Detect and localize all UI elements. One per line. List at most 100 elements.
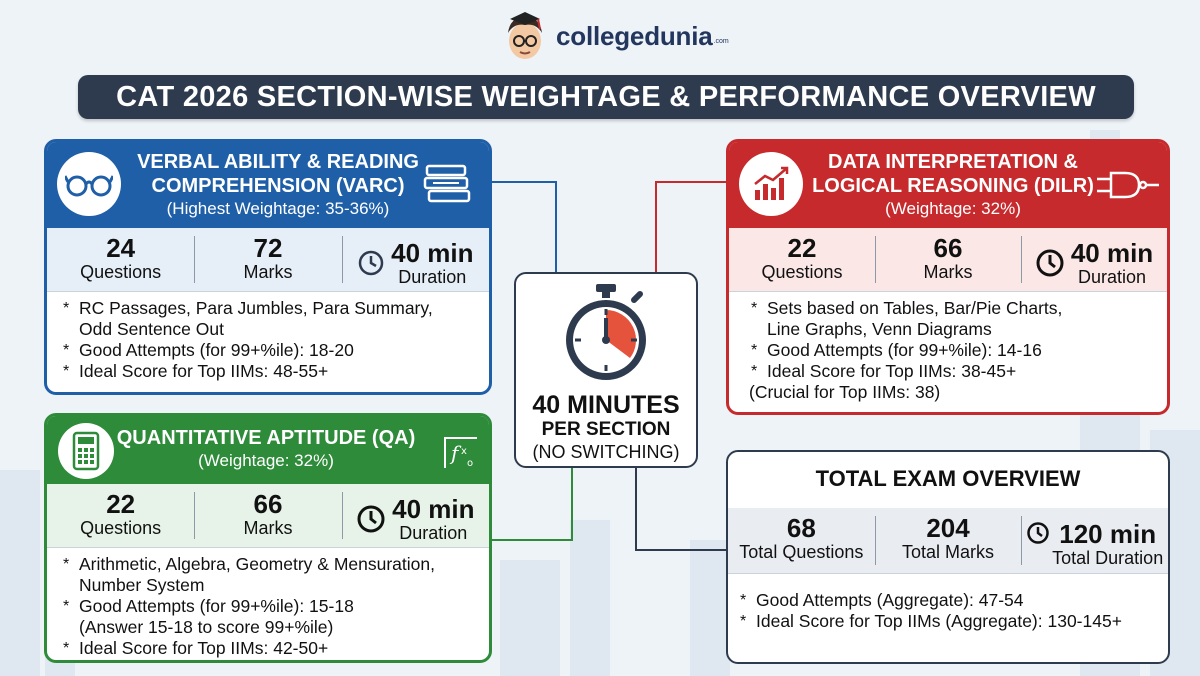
chart-icon (739, 152, 803, 216)
dilr-bullet-text: Ideal Score for Top IIMs: 38-45+ (767, 361, 1017, 381)
qa-bullet-text: Number System (79, 575, 205, 595)
dilr-bullet-text: (Crucial for Top IIMs: 38) (749, 382, 941, 402)
total-stats: 68 Total Questions 204 Total Marks 120 m… (728, 508, 1168, 574)
list-item: * RC Passages, Para Jumbles, Para Summary… (63, 298, 477, 319)
qa-questions-value: 22 (106, 489, 136, 519)
timer-box: 40 MINUTES PER SECTION (NO SWITCHING) (514, 272, 698, 468)
list-item: Line Graphs, Venn Diagrams (751, 319, 1155, 340)
total-questions-label: Total Questions (739, 542, 864, 562)
total-duration-label: Total Duration (1052, 547, 1164, 568)
page-title-bar: CAT 2026 SECTION-WISE WEIGHTAGE & PERFOR… (78, 75, 1134, 119)
total-title: TOTAL EXAM OVERVIEW (815, 466, 1081, 491)
dilr-subtitle: (Weightage: 32%) (885, 199, 1021, 218)
dilr-questions-label: Questions (761, 262, 843, 282)
calculator-icon (58, 423, 114, 479)
list-item: * Arithmetic, Algebra, Geometry & Mensura… (63, 554, 477, 575)
list-item: (Answer 15-18 to score 99+%ile) (63, 617, 477, 638)
bullet-star: * (63, 556, 70, 573)
qa-duration: 40 min Duration (341, 484, 489, 547)
clock-icon (357, 505, 385, 532)
qa-duration-label: Duration (399, 522, 468, 543)
total-bullets: * Good Attempts (Aggregate): 47-54 * Ideal… (728, 574, 1168, 632)
varc-bullet-text: Odd Sentence Out (79, 319, 224, 339)
qa-subtitle: (Weightage: 32%) (198, 451, 334, 470)
qa-bullet-text: Ideal Score for Top IIMs: 42-50+ (79, 638, 329, 658)
dilr-questions: 22 Questions (729, 228, 875, 291)
timer-line1: 40 MINUTES (532, 391, 680, 419)
total-marks: 204 Total Marks (874, 508, 1022, 573)
list-item: * Good Attempts (for 99+%ile): 15-18 (63, 596, 477, 617)
bullet-star: * (751, 342, 758, 359)
dilr-bullets: * Sets based on Tables, Bar/Pie Charts, L… (729, 292, 1167, 403)
total-duration-value: 120 min (1059, 518, 1157, 549)
bullet-star: * (63, 300, 70, 317)
varc-marks: 72 Marks (194, 228, 341, 291)
varc-title-line2: COMPREHENSION (VARC) (151, 175, 405, 197)
bullet-star: * (63, 363, 70, 380)
qa-card: QUANTITATIVE APTITUDE (QA) (Weightage: 3… (44, 413, 492, 663)
dilr-bullet-text: Good Attempts (for 99+%ile): 14-16 (767, 340, 1042, 360)
qa-duration-value: 40 min (392, 493, 475, 524)
glasses-icon (57, 152, 121, 216)
dilr-marks-label: Marks (923, 262, 973, 282)
qa-marks-label: Marks (243, 518, 293, 538)
dilr-bullet-text: Sets based on Tables, Bar/Pie Charts, (767, 298, 1063, 318)
svg-text:o: o (467, 458, 473, 469)
bullet-star: * (751, 300, 758, 317)
books-icon (423, 164, 471, 203)
varc-bullet-text: RC Passages, Para Jumbles, Para Summary, (79, 298, 433, 318)
stopwatch-icon (566, 284, 646, 380)
qa-header: QUANTITATIVE APTITUDE (QA) (Weightage: 3… (47, 416, 489, 484)
student-avatar-icon (508, 12, 542, 59)
qa-questions: 22 Questions (47, 484, 194, 547)
qa-bullet-text: Arithmetic, Algebra, Geometry & Mensurat… (79, 554, 435, 574)
list-item: * Ideal Score for Top IIMs (Aggregate): 1… (740, 611, 1164, 632)
dilr-card: DATA INTERPRETATION & LOGICAL REASONING … (726, 139, 1170, 415)
bullet-star: * (751, 363, 758, 380)
dilr-marks-value: 66 (933, 233, 963, 263)
dilr-stats: 22 Questions 66 Marks 40 min Duration (729, 228, 1167, 292)
total-bullet-text: Good Attempts (Aggregate): 47-54 (756, 590, 1024, 610)
varc-duration-label: Duration (398, 266, 467, 287)
list-item: * Good Attempts (Aggregate): 47-54 (740, 590, 1164, 611)
list-item: Odd Sentence Out (63, 319, 477, 340)
list-item: * Ideal Score for Top IIMs: 42-50+ (63, 638, 477, 659)
svg-text:x: x (461, 446, 467, 457)
varc-duration-value: 40 min (391, 237, 474, 268)
qa-marks-value: 66 (253, 489, 283, 519)
varc-stats: 24 Questions 72 Marks 40 min Duration (47, 228, 489, 292)
list-item: * Ideal Score for Top IIMs: 38-45+ (751, 361, 1155, 382)
clock-icon (358, 250, 384, 275)
qa-bullets: * Arithmetic, Algebra, Geometry & Mensura… (47, 548, 489, 659)
dilr-questions-value: 22 (787, 233, 817, 263)
list-item: * Ideal Score for Top IIMs: 48-55+ (63, 361, 477, 382)
dilr-duration-label: Duration (1077, 266, 1147, 287)
qa-bullet-text: Good Attempts (for 99+%ile): 15-18 (79, 596, 354, 616)
varc-marks-label: Marks (243, 262, 293, 282)
function-icon: f x o (444, 437, 477, 469)
qa-stats: 22 Questions 66 Marks 40 min Duration (47, 484, 489, 548)
bullet-star: * (740, 592, 747, 609)
varc-bullet-text: Good Attempts (for 99+%ile): 18-20 (79, 340, 354, 360)
total-duration: 120 min Total Duration (1021, 508, 1168, 573)
varc-questions-label: Questions (80, 262, 162, 282)
qa-questions-label: Questions (80, 518, 162, 538)
varc-title-line1: VERBAL ABILITY & READING (137, 151, 419, 173)
bullet-star: * (63, 598, 70, 615)
dilr-duration: 40 min Duration (1021, 228, 1167, 291)
clock-icon (1027, 521, 1049, 544)
brand-logo[interactable]: collegedunia .com (500, 8, 730, 64)
varc-bullet-text: Ideal Score for Top IIMs: 48-55+ (79, 361, 329, 381)
total-overview-card: TOTAL EXAM OVERVIEW 68 Total Questions 2… (726, 450, 1170, 664)
total-marks-value: 204 (926, 513, 970, 543)
page-title: CAT 2026 SECTION-WISE WEIGHTAGE & PERFOR… (116, 80, 1096, 113)
list-item: (Crucial for Top IIMs: 38) (749, 382, 1155, 403)
bullet-star: * (63, 640, 70, 657)
total-marks-label: Total Marks (901, 542, 995, 562)
bullet-star: * (63, 342, 70, 359)
dilr-title-line1: DATA INTERPRETATION & (828, 151, 1078, 173)
qa-marks: 66 Marks (194, 484, 341, 547)
list-item: * Good Attempts (for 99+%ile): 14-16 (751, 340, 1155, 361)
list-item: * Good Attempts (for 99+%ile): 18-20 (63, 340, 477, 361)
